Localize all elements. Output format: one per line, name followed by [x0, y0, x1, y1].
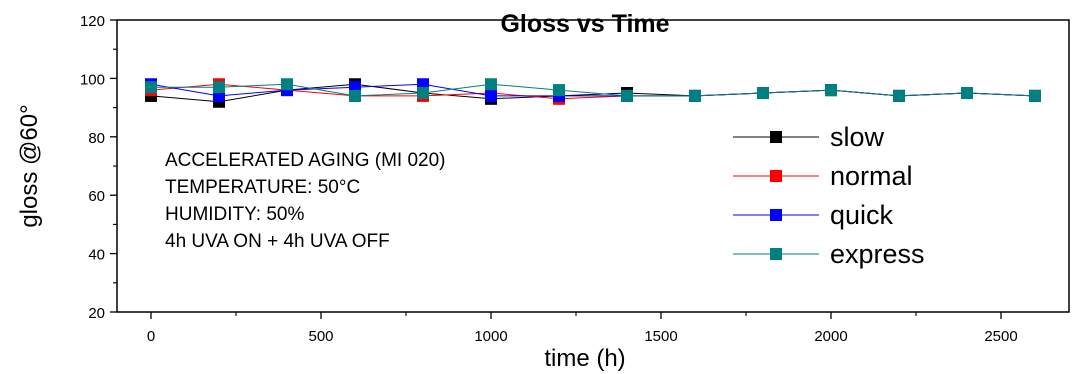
legend-item-slow: slow — [733, 122, 885, 152]
legend-item-express: express — [733, 239, 925, 269]
legend-item-quick: quick — [733, 200, 894, 230]
data-point-express — [689, 89, 701, 102]
data-point-express — [349, 89, 361, 102]
data-point-express — [145, 81, 157, 94]
legend-marker — [770, 248, 782, 260]
x-tick-label: 1000 — [474, 328, 507, 345]
annotation-line: TEMPERATURE: 50°C — [165, 177, 360, 198]
y-tick-label: 120 — [80, 13, 105, 30]
data-point-express — [281, 78, 293, 91]
data-point-express — [485, 78, 497, 91]
x-tick-label: 500 — [308, 328, 333, 345]
legend-marker — [770, 131, 782, 143]
y-tick-label: 60 — [88, 188, 105, 205]
data-point-express — [825, 84, 837, 97]
x-tick-label: 2000 — [814, 328, 847, 345]
legend-label: quick — [830, 200, 894, 230]
series-line-express — [151, 83, 1036, 97]
y-tick-label: 80 — [88, 130, 105, 147]
data-point-express — [893, 89, 905, 102]
data-point-express — [213, 81, 225, 94]
y-axis-title: gloss @60° — [16, 104, 43, 227]
y-tick-label: 100 — [80, 71, 105, 88]
annotation-box: ACCELERATED AGING (MI 020) TEMPERATURE: 5… — [165, 150, 446, 252]
data-point-express — [961, 87, 973, 99]
x-axis-title: time (h) — [544, 345, 625, 372]
annotation-line: HUMIDITY: 50% — [165, 204, 304, 225]
data-point-express — [621, 89, 633, 102]
series-express — [145, 78, 1041, 102]
legend-marker — [770, 209, 782, 221]
legend-label: normal — [830, 161, 913, 191]
annotation-line: 4h UVA ON + 4h UVA OFF — [165, 231, 390, 252]
y-tick-label: 40 — [88, 247, 105, 264]
series-layer — [145, 78, 1041, 108]
x-tick-label: 1500 — [644, 328, 677, 345]
data-point-express — [553, 84, 565, 97]
x-axis: 0 500 1000 1500 2000 2500 — [147, 312, 1018, 345]
legend-label: express — [830, 239, 925, 269]
legend-marker — [770, 170, 782, 182]
data-point-express — [1029, 89, 1041, 102]
y-axis: 20 40 60 80 100 120 — [80, 13, 117, 322]
chart-title: Gloss vs Time — [500, 10, 669, 38]
series-quick — [145, 78, 1041, 102]
data-point-express — [417, 87, 429, 99]
x-tick-label: 0 — [147, 328, 155, 345]
x-tick-label: 2500 — [984, 328, 1017, 345]
y-tick-label: 20 — [88, 305, 105, 322]
legend: slow normal quick express — [733, 122, 925, 269]
legend-item-normal: normal — [733, 161, 913, 191]
legend-label: slow — [830, 122, 885, 152]
data-point-express — [757, 87, 769, 99]
annotation-line: ACCELERATED AGING (MI 020) — [165, 150, 446, 171]
data-point-quick — [485, 89, 497, 102]
